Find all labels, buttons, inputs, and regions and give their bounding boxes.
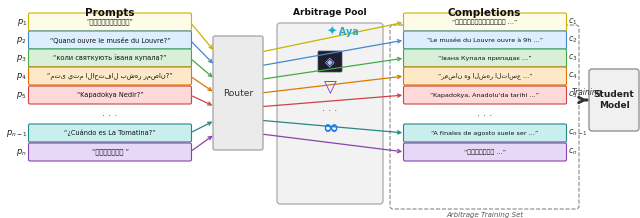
FancyBboxPatch shape xyxy=(403,13,566,31)
Text: “Івана Купала припадає …”: “Івана Купала припадає …” xyxy=(438,56,532,61)
Text: “端午节为期三天 …”: “端午节为期三天 …” xyxy=(464,149,506,155)
Text: $p_{5}$: $p_{5}$ xyxy=(17,90,27,100)
Text: Training: Training xyxy=(572,87,602,97)
FancyBboxPatch shape xyxy=(403,86,566,104)
FancyBboxPatch shape xyxy=(318,51,342,72)
FancyBboxPatch shape xyxy=(29,86,191,104)
Text: Prompts: Prompts xyxy=(85,8,135,18)
Text: $c_{4}$: $c_{4}$ xyxy=(568,71,578,81)
Text: “中国的纳税申报一般按月进行 …”: “中国的纳税申报一般按月进行 …” xyxy=(452,19,518,25)
FancyBboxPatch shape xyxy=(29,124,191,142)
Text: $p_{1}$: $p_{1}$ xyxy=(17,17,27,27)
Text: “¿Cuándo es La Tomatina?”: “¿Cuándo es La Tomatina?” xyxy=(64,130,156,136)
Text: $p_{2}$: $p_{2}$ xyxy=(17,34,27,46)
Text: $c_{3}$: $c_{3}$ xyxy=(568,53,577,63)
Text: Student
Model: Student Model xyxy=(594,90,634,110)
Text: “我的税款什么时候到期”: “我的税款什么时候到期” xyxy=(86,19,133,25)
Text: $p_{n-1}$: $p_{n-1}$ xyxy=(6,128,27,138)
Text: $p_{4}$: $p_{4}$ xyxy=(16,70,27,82)
Text: $c_{1}$: $c_{1}$ xyxy=(568,17,577,27)
FancyBboxPatch shape xyxy=(403,67,566,85)
Text: . . .: . . . xyxy=(323,103,338,113)
Text: $c_{n}$: $c_{n}$ xyxy=(568,147,577,157)
Text: ∞: ∞ xyxy=(322,119,338,138)
FancyBboxPatch shape xyxy=(403,49,566,67)
Text: Arbitrage Pool: Arbitrage Pool xyxy=(293,8,367,17)
FancyBboxPatch shape xyxy=(29,67,191,85)
FancyBboxPatch shape xyxy=(213,36,263,150)
Text: ◈: ◈ xyxy=(325,55,335,68)
FancyBboxPatch shape xyxy=(29,31,191,49)
Text: Arbitrage Training Set: Arbitrage Training Set xyxy=(446,212,523,218)
Text: “A finales de agosto suele ser …”: “A finales de agosto suele ser …” xyxy=(431,131,539,136)
Text: ▽: ▽ xyxy=(324,79,337,97)
Text: . . .: . . . xyxy=(102,108,118,118)
FancyBboxPatch shape xyxy=(589,69,639,131)
Text: $p_{n}$: $p_{n}$ xyxy=(17,146,27,157)
FancyBboxPatch shape xyxy=(29,49,191,67)
Text: . . .: . . . xyxy=(477,108,493,118)
Text: $c_{n-1}$: $c_{n-1}$ xyxy=(568,128,588,138)
Text: “коли святкують івана купала?”: “коли святкують івана купала?” xyxy=(53,54,167,61)
Text: “Kapadokya, Anadolu'da tarihi …”: “Kapadokya, Anadolu'da tarihi …” xyxy=(431,92,540,97)
Text: $p_{3}$: $p_{3}$ xyxy=(17,53,27,63)
Text: Completions: Completions xyxy=(447,8,521,18)
Text: “端午节有多长？ ”: “端午节有多长？ ” xyxy=(92,149,129,155)
FancyBboxPatch shape xyxy=(29,13,191,31)
Text: ✦: ✦ xyxy=(327,26,337,39)
Text: “رمضان هو الشهر التاسع …”: “رمضان هو الشهر التاسع …” xyxy=(438,73,532,79)
FancyBboxPatch shape xyxy=(403,143,566,161)
FancyBboxPatch shape xyxy=(277,23,383,204)
Text: “Kapadokya Nedir?”: “Kapadokya Nedir?” xyxy=(77,92,143,98)
Text: “متى يتم الاحتفال بشهر رمضان?”: “متى يتم الاحتفال بشهر رمضان?” xyxy=(47,73,173,80)
Text: “Le musée du Louvre ouvre à 9h …”: “Le musée du Louvre ouvre à 9h …” xyxy=(427,37,543,43)
Text: $c_{2}$: $c_{2}$ xyxy=(568,35,577,45)
Text: $c_{5}$: $c_{5}$ xyxy=(568,90,577,100)
FancyBboxPatch shape xyxy=(29,143,191,161)
Text: “Quand ouvre le musée du Louvre?”: “Quand ouvre le musée du Louvre?” xyxy=(50,36,170,44)
Text: Aya: Aya xyxy=(332,27,359,37)
FancyBboxPatch shape xyxy=(403,124,566,142)
Text: Router: Router xyxy=(223,89,253,97)
FancyBboxPatch shape xyxy=(403,31,566,49)
